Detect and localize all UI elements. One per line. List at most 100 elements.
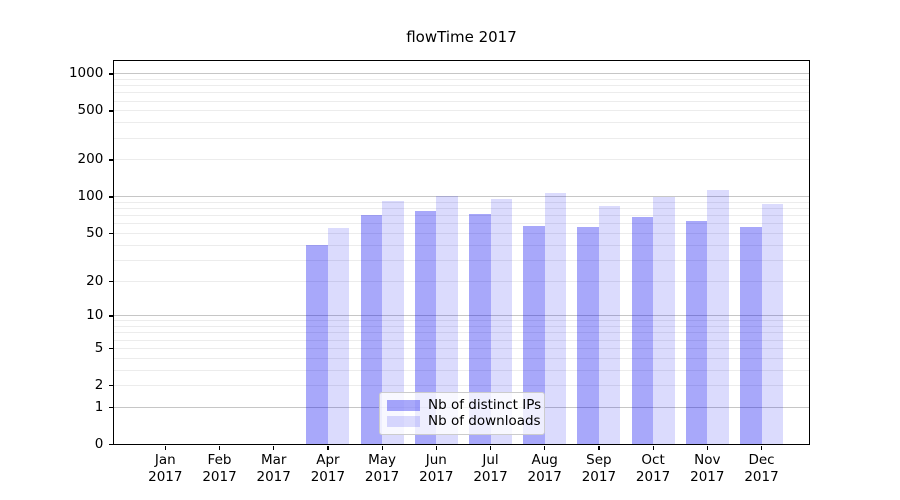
x-tick-year: 2017 (202, 468, 237, 485)
x-tick-label-jan: Jan 2017 (135, 452, 195, 485)
minor-gridline (114, 347, 809, 349)
bar-jun-downloads (436, 195, 458, 444)
bar-jul-downloads (490, 198, 512, 444)
y-tick-mark (109, 444, 114, 446)
x-tick-label-dec: Dec 2017 (732, 452, 792, 485)
legend-row: Nb of distinct IPs (387, 398, 541, 412)
x-tick-month: Jan (154, 452, 176, 468)
x-tick-label-jun: Jun 2017 (406, 452, 466, 485)
y-tick-mark (109, 196, 114, 198)
minor-gridline (114, 122, 809, 124)
y-tick-label: 1000 (68, 65, 104, 82)
x-tick-label-apr: Apr 2017 (298, 452, 358, 485)
x-tick-label-sep: Sep 2017 (569, 452, 629, 485)
y-tick-mark (109, 233, 114, 235)
bar-oct-ips (631, 216, 654, 444)
bar-may-downloads (382, 200, 404, 444)
x-tick-year: 2017 (256, 468, 291, 485)
y-tick-mark (109, 315, 114, 317)
legend-swatch (387, 416, 420, 427)
y-tick-label: 2 (94, 377, 104, 394)
y-tick-label: 20 (86, 272, 104, 289)
y-tick-label: 1 (94, 398, 104, 415)
x-tick-mark (164, 445, 167, 450)
minor-gridline (114, 339, 809, 341)
x-tick-year: 2017 (581, 468, 617, 485)
minor-gridline (114, 357, 809, 359)
x-tick-mark (381, 445, 383, 450)
minor-gridline (114, 208, 809, 210)
x-tick-label-jul: Jul 2017 (461, 452, 521, 485)
minor-gridline (114, 223, 809, 225)
bar-oct-downloads (653, 197, 675, 444)
x-tick-mark (706, 445, 709, 450)
minor-gridline (114, 320, 809, 322)
x-tick-month: Dec (748, 452, 775, 468)
bar-dec-downloads (761, 203, 783, 444)
x-tick-mark (544, 445, 546, 450)
minor-gridline (114, 259, 809, 261)
x-tick-month: Sep (586, 452, 612, 468)
minor-gridline (114, 78, 809, 80)
chart-title: flowTime 2017 (406, 28, 517, 46)
x-tick-label-oct: Oct 2017 (623, 452, 683, 485)
y-tick-label: 10 (86, 307, 104, 324)
minor-gridline (114, 159, 809, 161)
y-tick-label: 100 (77, 188, 104, 205)
legend-row: Nb of downloads (387, 414, 541, 428)
y-tick-mark (109, 159, 114, 161)
major-gridline (114, 315, 809, 317)
x-tick-year: 2017 (148, 468, 183, 485)
bar-apr-ips (306, 244, 328, 444)
legend-label: Nb of distinct IPs (428, 397, 542, 413)
bar-may-ips (360, 215, 383, 444)
bar-nov-ips (685, 220, 708, 444)
y-tick-mark (109, 110, 114, 112)
y-tick-label: 500 (77, 102, 104, 119)
minor-gridline (114, 244, 809, 246)
x-tick-mark (219, 445, 221, 450)
minor-gridline (114, 201, 809, 203)
minor-gridline (114, 137, 809, 139)
major-gridline (114, 196, 809, 198)
x-tick-label-feb: Feb 2017 (190, 452, 250, 485)
x-tick-month: Mar (260, 452, 287, 468)
x-tick-mark (652, 445, 654, 450)
bar-aug-downloads (544, 193, 567, 444)
x-tick-label-may: May 2017 (352, 452, 412, 485)
y-tick-label: 0 (94, 436, 104, 452)
minor-gridline (114, 92, 809, 94)
major-gridline (114, 73, 809, 75)
x-tick-month: Jun (425, 452, 447, 468)
y-tick-mark (109, 406, 114, 409)
minor-gridline (114, 280, 809, 282)
minor-gridline (114, 100, 809, 102)
y-tick-label: 200 (77, 151, 104, 168)
x-tick-month: Oct (641, 452, 665, 468)
bar-aug-ips (523, 226, 545, 444)
bar-jul-ips (469, 213, 491, 444)
legend-swatch (387, 400, 420, 411)
x-tick-label-mar: Mar 2017 (244, 452, 304, 485)
y-tick-mark (109, 280, 114, 282)
x-tick-mark (598, 445, 600, 450)
x-tick-mark (761, 445, 763, 450)
x-tick-year: 2017 (690, 468, 725, 485)
y-tick-mark (109, 347, 114, 350)
x-tick-year: 2017 (635, 468, 671, 485)
x-tick-mark (490, 445, 492, 450)
x-tick-month: Nov (694, 452, 721, 468)
minor-gridline (114, 385, 809, 387)
y-tick-mark (109, 385, 114, 387)
bar-dec-ips (740, 227, 762, 444)
legend-label: Nb of downloads (428, 413, 541, 429)
bar-nov-downloads (707, 189, 729, 444)
y-tick-mark (109, 73, 114, 75)
x-tick-month: May (368, 452, 397, 468)
x-tick-year: 2017 (310, 468, 346, 485)
x-tick-mark (273, 445, 275, 450)
x-tick-year: 2017 (744, 468, 779, 485)
x-tick-mark (327, 445, 329, 450)
x-tick-month: Feb (207, 452, 232, 468)
